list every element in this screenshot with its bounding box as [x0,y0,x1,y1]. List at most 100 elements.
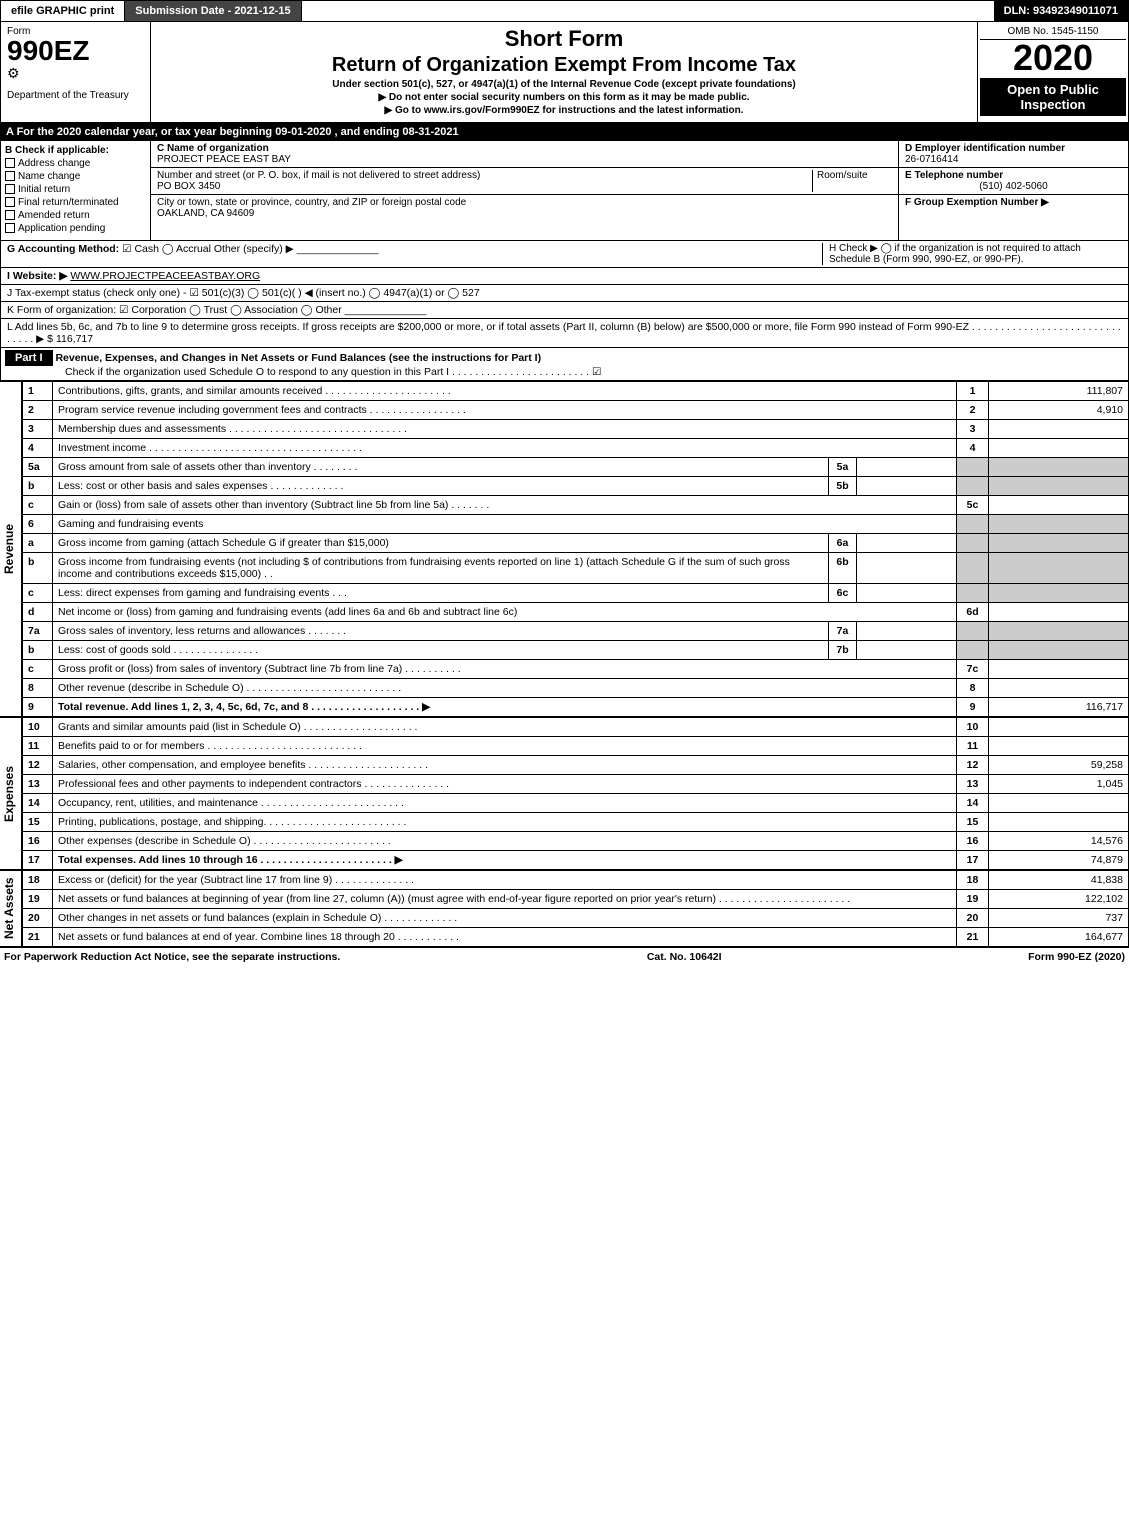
telephone-label: E Telephone number [905,170,1122,181]
checkbox-name-change[interactable]: Name change [5,171,146,182]
line-value: 1,045 [989,775,1129,794]
website-link[interactable]: WWW.PROJECTPEACEEASTBAY.ORG [70,270,260,282]
line-value: 164,677 [989,928,1129,947]
line-value-shaded [989,534,1129,553]
table-row: bGross income from fundraising events (n… [23,553,1129,584]
entity-info-block: B Check if applicable: Address change Na… [0,141,1129,241]
part-1-check[interactable]: Check if the organization used Schedule … [65,366,601,378]
line-value-shaded [989,553,1129,584]
line-value: 111,807 [989,382,1129,401]
checkbox-initial-return[interactable]: Initial return [5,184,146,195]
line-description: Less: cost of goods sold . . . . . . . .… [53,641,829,660]
line-number: 17 [23,851,53,870]
checkbox-final-return[interactable]: Final return/terminated [5,197,146,208]
table-row: 10Grants and similar amounts paid (list … [23,718,1129,737]
table-row: 1Contributions, gifts, grants, and simil… [23,382,1129,401]
section-b: B Check if applicable: Address change Na… [1,141,151,240]
open-public-label: Open to Public Inspection [980,78,1126,116]
table-row: 15Printing, publications, postage, and s… [23,813,1129,832]
line-ref-number: 16 [957,832,989,851]
line-number: c [23,660,53,679]
line-number: 10 [23,718,53,737]
telephone-value: (510) 402-5060 [905,181,1122,192]
table-row: 19Net assets or fund balances at beginni… [23,890,1129,909]
under-section-text: Under section 501(c), 527, or 4947(a)(1)… [159,79,969,90]
line-number: 6 [23,515,53,534]
table-row: cGain or (loss) from sale of assets othe… [23,496,1129,515]
line-ref-number: 1 [957,382,989,401]
line-ref-number: 21 [957,928,989,947]
line-number: 7a [23,622,53,641]
line-description: Excess or (deficit) for the year (Subtra… [53,871,957,890]
tax-exempt-status[interactable]: J Tax-exempt status (check only one) - ☑… [7,287,480,299]
efile-print-button[interactable]: efile GRAPHIC print [1,1,125,21]
line-value-shaded [989,458,1129,477]
accounting-method-opts[interactable]: ☑ Cash ◯ Accrual Other (specify) ▶ [122,243,294,255]
line-value-shaded [989,641,1129,660]
line-number: 15 [23,813,53,832]
city-value: OAKLAND, CA 94609 [157,208,892,219]
table-row: 13Professional fees and other payments t… [23,775,1129,794]
line-number: 5a [23,458,53,477]
line-ref-number: 12 [957,756,989,775]
street-value: PO BOX 3450 [157,181,812,192]
line-description: Salaries, other compensation, and employ… [53,756,957,775]
table-row: cGross profit or (loss) from sales of in… [23,660,1129,679]
line-ref-number: 13 [957,775,989,794]
table-row: 4Investment income . . . . . . . . . . .… [23,439,1129,458]
line-value: 14,576 [989,832,1129,851]
line-value-shaded [989,622,1129,641]
checkbox-address-change[interactable]: Address change [5,158,146,169]
website-label: I Website: ▶ [7,270,67,282]
table-row: 9Total revenue. Add lines 1, 2, 3, 4, 5c… [23,698,1129,717]
header-left: Form 990EZ ⚙ Department of the Treasury [1,22,151,122]
line-description: Net income or (loss) from gaming and fun… [53,603,957,622]
line-ref-number: 17 [957,851,989,870]
line-number: 4 [23,439,53,458]
line-l-text: L Add lines 5b, 6c, and 7b to line 9 to … [7,321,969,333]
line-value [989,813,1129,832]
line-number: 1 [23,382,53,401]
table-row: 18Excess or (deficit) for the year (Subt… [23,871,1129,890]
sub-line-number: 6b [829,553,857,584]
line-description: Gross amount from sale of assets other t… [53,458,829,477]
line-g-h: G Accounting Method: ☑ Cash ◯ Accrual Ot… [0,241,1129,268]
line-value [989,603,1129,622]
ein-value: 26-0716414 [905,154,1122,165]
sub-line-number: 7b [829,641,857,660]
checkbox-application-pending[interactable]: Application pending [5,223,146,234]
line-description: Grants and similar amounts paid (list in… [53,718,957,737]
line-number: b [23,553,53,584]
line-description: Less: cost or other basis and sales expe… [53,477,829,496]
part-1-label: Part I [5,350,53,366]
submission-date-button[interactable]: Submission Date - 2021-12-15 [125,1,301,21]
line-description: Gain or (loss) from sale of assets other… [53,496,957,515]
org-name: PROJECT PEACE EAST BAY [157,154,892,165]
line-number: 20 [23,909,53,928]
line-value: 59,258 [989,756,1129,775]
room-suite-label: Room/suite [812,170,892,192]
ein-label: D Employer identification number [905,143,1122,154]
goto-link[interactable]: ▶ Go to www.irs.gov/Form990EZ for instru… [159,105,969,116]
line-h[interactable]: H Check ▶ ◯ if the organization is not r… [822,243,1122,265]
table-row: aGross income from gaming (attach Schedu… [23,534,1129,553]
form-of-organization[interactable]: K Form of organization: ☑ Corporation ◯ … [7,304,342,316]
top-bar: efile GRAPHIC print Submission Date - 20… [0,0,1129,22]
table-row: 8Other revenue (describe in Schedule O) … [23,679,1129,698]
table-row: 2Program service revenue including gover… [23,401,1129,420]
line-ref-number: 5c [957,496,989,515]
checkbox-amended-return[interactable]: Amended return [5,210,146,221]
line-value: 122,102 [989,890,1129,909]
table-row: 11Benefits paid to or for members . . . … [23,737,1129,756]
line-number: 14 [23,794,53,813]
line-value [989,718,1129,737]
line-description: Gross income from fundraising events (no… [53,553,829,584]
line-description: Program service revenue including govern… [53,401,957,420]
revenue-vert-label: Revenue [0,381,22,717]
sub-line-number: 6a [829,534,857,553]
line-ref-number: 14 [957,794,989,813]
line-value: 4,910 [989,401,1129,420]
no-ssn-text: ▶ Do not enter social security numbers o… [159,92,969,103]
line-ref-number: 6d [957,603,989,622]
line-value: 41,838 [989,871,1129,890]
